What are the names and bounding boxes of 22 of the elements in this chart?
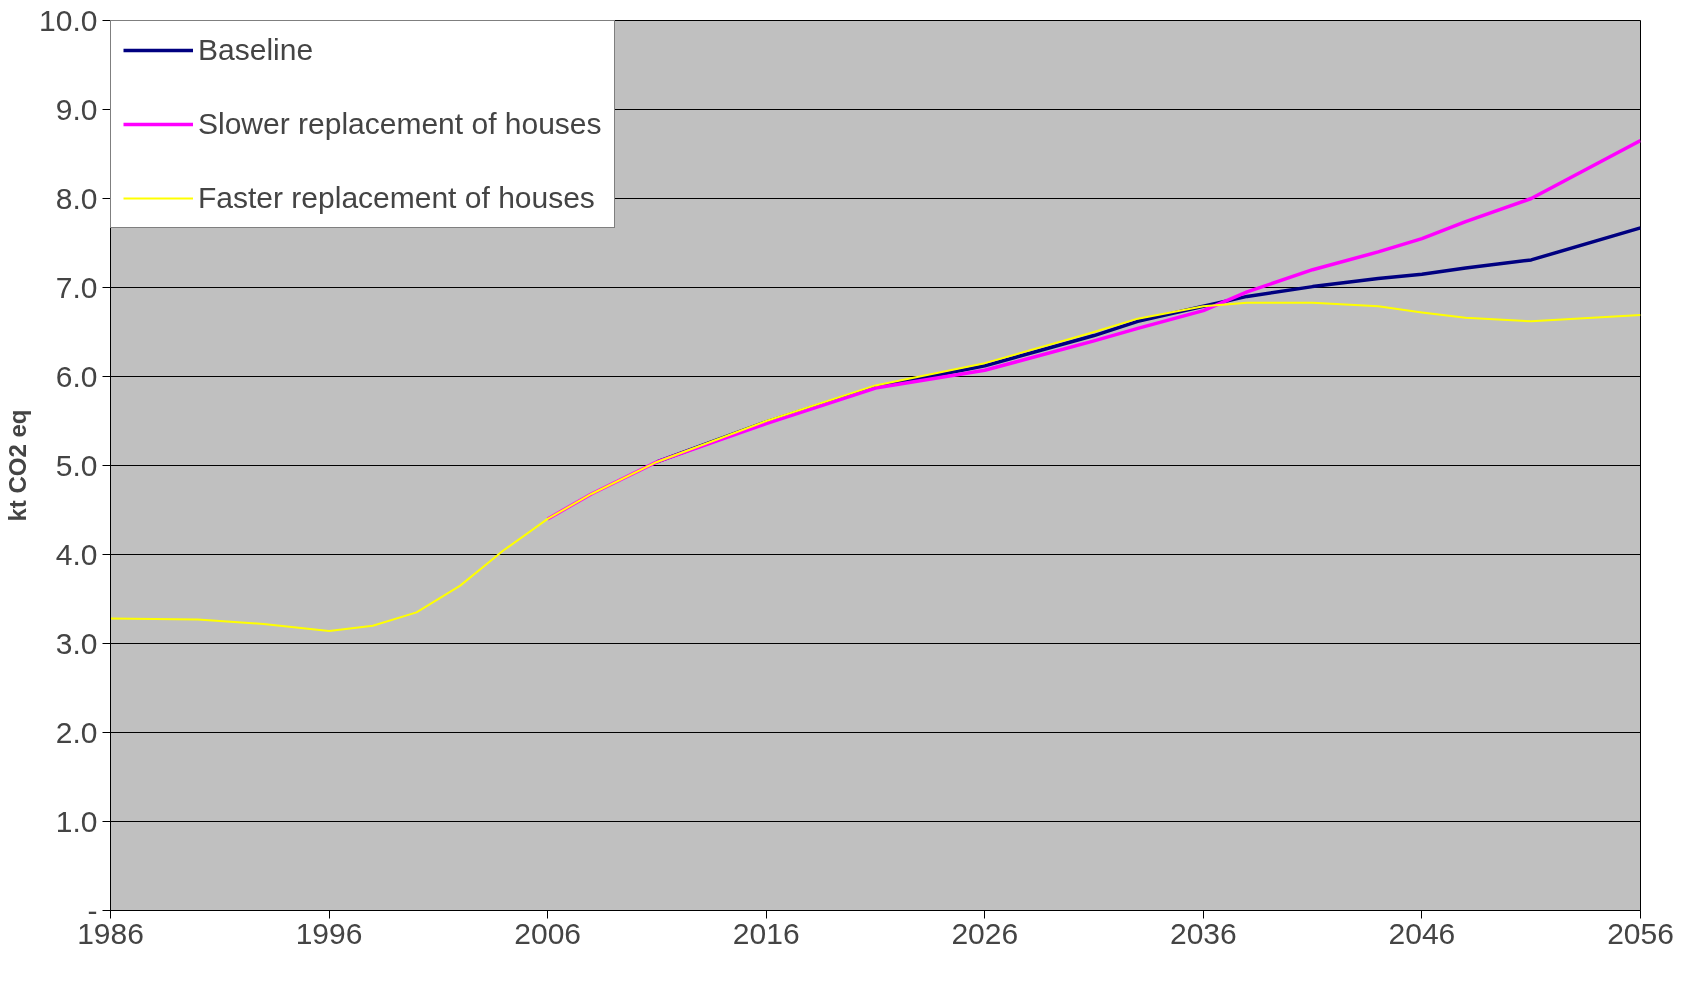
y-tick-label: 9.0 — [55, 92, 98, 126]
legend-label: Baseline — [198, 33, 314, 67]
line-series — [110, 301, 1641, 633]
x-tick-label: 1996 — [295, 916, 363, 950]
y-axis-title: kt CO2 eq — [4, 409, 32, 522]
x-tick-label: 2026 — [951, 916, 1019, 950]
y-tick-label: 4.0 — [55, 537, 98, 571]
x-tick-label: 2046 — [1388, 916, 1456, 950]
x-tick-label: 2056 — [1607, 916, 1674, 950]
legend-label: Faster replacement of houses — [198, 181, 595, 215]
y-tick-label: 8.0 — [55, 181, 98, 215]
y-tick-label: 5.0 — [55, 448, 98, 482]
y-tick-label: 3.0 — [55, 626, 98, 660]
y-tick-label: 2.0 — [55, 715, 98, 749]
x-tick-label: 2036 — [1169, 916, 1237, 950]
y-tick-label: 10.0 — [39, 3, 98, 37]
x-tick-label: 2006 — [514, 916, 582, 950]
y-tick-label: 1.0 — [55, 804, 98, 838]
y-tick-label: 6.0 — [55, 359, 98, 393]
x-tick-label: 2016 — [732, 916, 800, 950]
y-tick-label: 7.0 — [55, 270, 98, 304]
legend-label: Slower replacement of houses — [198, 107, 602, 141]
